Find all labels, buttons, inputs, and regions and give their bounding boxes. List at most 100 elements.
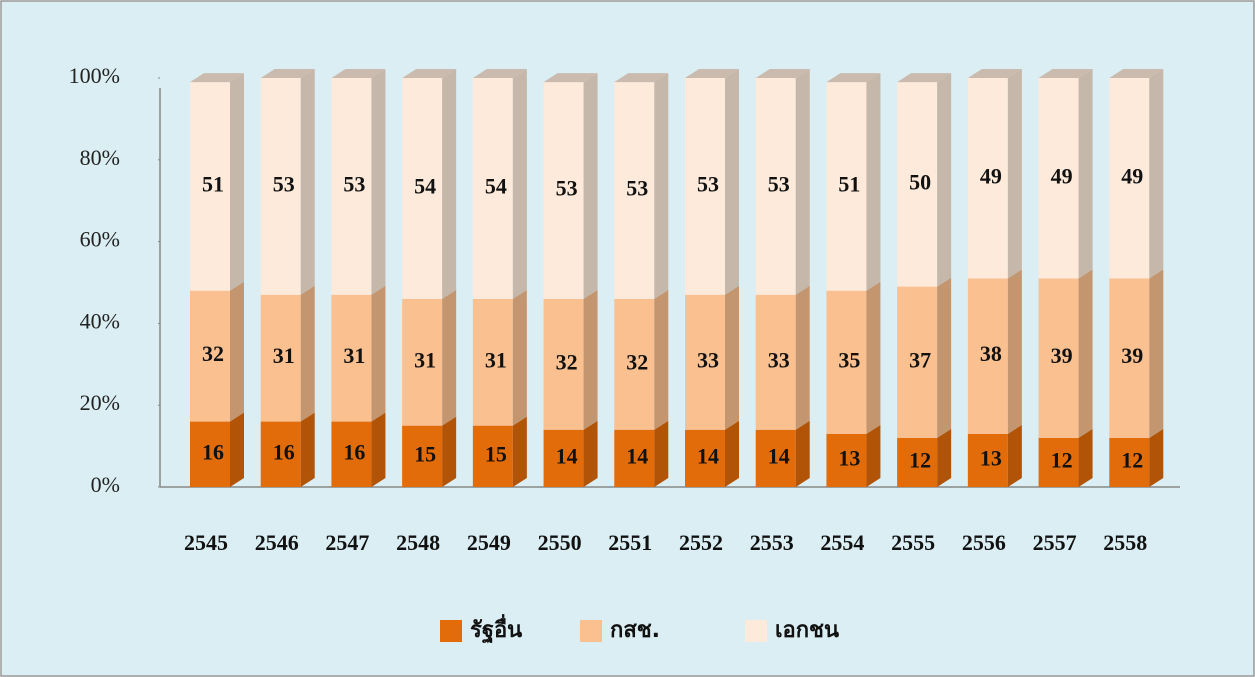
legend-label: รัฐอื่น — [470, 613, 522, 644]
bar-segment — [190, 421, 230, 487]
data-label: 53 — [768, 171, 790, 196]
bar-segment — [755, 429, 796, 487]
legend-label: เอกชน — [775, 618, 839, 643]
bar-top — [755, 69, 810, 78]
bar-segment — [685, 294, 725, 430]
bar-top — [826, 73, 881, 83]
bar-segment — [260, 294, 301, 422]
bar-side — [442, 69, 457, 299]
bar-segment — [331, 78, 372, 295]
bar-top — [190, 73, 244, 83]
data-label: 31 — [343, 343, 365, 368]
bar-segment — [1109, 78, 1150, 279]
bar-side — [866, 73, 881, 291]
bar-segment — [826, 290, 867, 434]
legend-swatch — [440, 620, 462, 642]
legend-swatch — [745, 620, 767, 642]
bar-side — [795, 285, 810, 430]
bar-segment — [331, 421, 372, 487]
bar-top — [260, 69, 315, 78]
y-tick-label: 40% — [80, 308, 120, 333]
bar-side — [725, 69, 739, 295]
bar-top — [1038, 69, 1093, 78]
bar-side — [583, 420, 598, 487]
bar-segment — [1038, 278, 1079, 438]
bar-side — [866, 281, 881, 434]
bar-side — [512, 416, 527, 487]
data-label: 37 — [909, 347, 931, 372]
data-label: 15 — [414, 441, 436, 466]
data-label: 31 — [273, 343, 295, 368]
bar-side — [1078, 69, 1093, 279]
bar-segment — [826, 433, 867, 487]
data-label: 12 — [1121, 448, 1143, 473]
bar-side — [937, 73, 952, 287]
bar-top — [543, 73, 598, 83]
bar-segment — [543, 82, 584, 299]
data-label: 13 — [838, 445, 860, 470]
bar-side — [654, 420, 669, 487]
bar-side — [795, 69, 810, 295]
bar-side — [371, 285, 386, 422]
data-label: 39 — [1051, 343, 1073, 368]
x-tick-label: 2547 — [325, 530, 369, 555]
bar-segment — [897, 82, 938, 287]
x-tick-label: 2550 — [538, 530, 582, 555]
bar-segment — [260, 421, 301, 487]
bar-side — [937, 277, 952, 438]
bar-side — [230, 281, 244, 422]
bar-segment — [685, 429, 725, 487]
bar-top — [331, 69, 386, 78]
bar-top — [402, 69, 457, 78]
bar-segment — [967, 433, 1008, 487]
data-label: 14 — [556, 443, 578, 468]
bar-side — [937, 428, 952, 487]
data-label: 16 — [343, 439, 365, 464]
data-label: 49 — [1051, 163, 1073, 188]
bar-segment — [543, 429, 584, 487]
data-label: 49 — [1121, 163, 1143, 188]
legend-swatch — [580, 620, 602, 642]
bar-segment — [755, 78, 796, 295]
bar-side — [230, 412, 244, 487]
bar-side — [583, 73, 598, 299]
data-label: 53 — [626, 176, 648, 201]
bar-side — [512, 69, 527, 299]
bar-side — [1149, 269, 1164, 438]
bar-side — [1007, 269, 1022, 434]
bar-segment — [1109, 437, 1150, 487]
data-label: 39 — [1121, 343, 1143, 368]
bar-side — [654, 73, 669, 299]
bar-segment — [614, 429, 655, 487]
data-label: 33 — [768, 347, 790, 372]
data-label: 49 — [980, 163, 1002, 188]
bar-segment — [402, 298, 443, 426]
bar-top — [897, 73, 952, 83]
x-tick-label: 2553 — [750, 530, 794, 555]
data-label: 16 — [202, 439, 224, 464]
data-label: 31 — [485, 347, 507, 372]
x-tick-label: 2552 — [679, 530, 723, 555]
bar-segment — [472, 425, 513, 487]
bar-segment — [967, 278, 1008, 434]
data-label: 35 — [838, 347, 860, 372]
bar-side — [1007, 424, 1022, 487]
data-label: 33 — [697, 347, 719, 372]
data-label: 50 — [909, 169, 931, 194]
bar-segment — [402, 78, 443, 299]
bar-side — [300, 412, 315, 487]
bar-segment — [472, 78, 513, 299]
bar-segment — [897, 437, 938, 487]
x-tick-label: 2545 — [184, 530, 228, 555]
bar-segment — [826, 82, 867, 291]
bar-top — [967, 69, 1022, 78]
bar-side — [1149, 428, 1164, 487]
bar-top — [472, 69, 527, 78]
data-label: 12 — [909, 448, 931, 473]
data-label: 53 — [273, 171, 295, 196]
data-label: 54 — [414, 173, 436, 198]
x-tick-label: 2549 — [467, 530, 511, 555]
bar-side — [371, 69, 386, 295]
bar-segment — [755, 294, 796, 430]
